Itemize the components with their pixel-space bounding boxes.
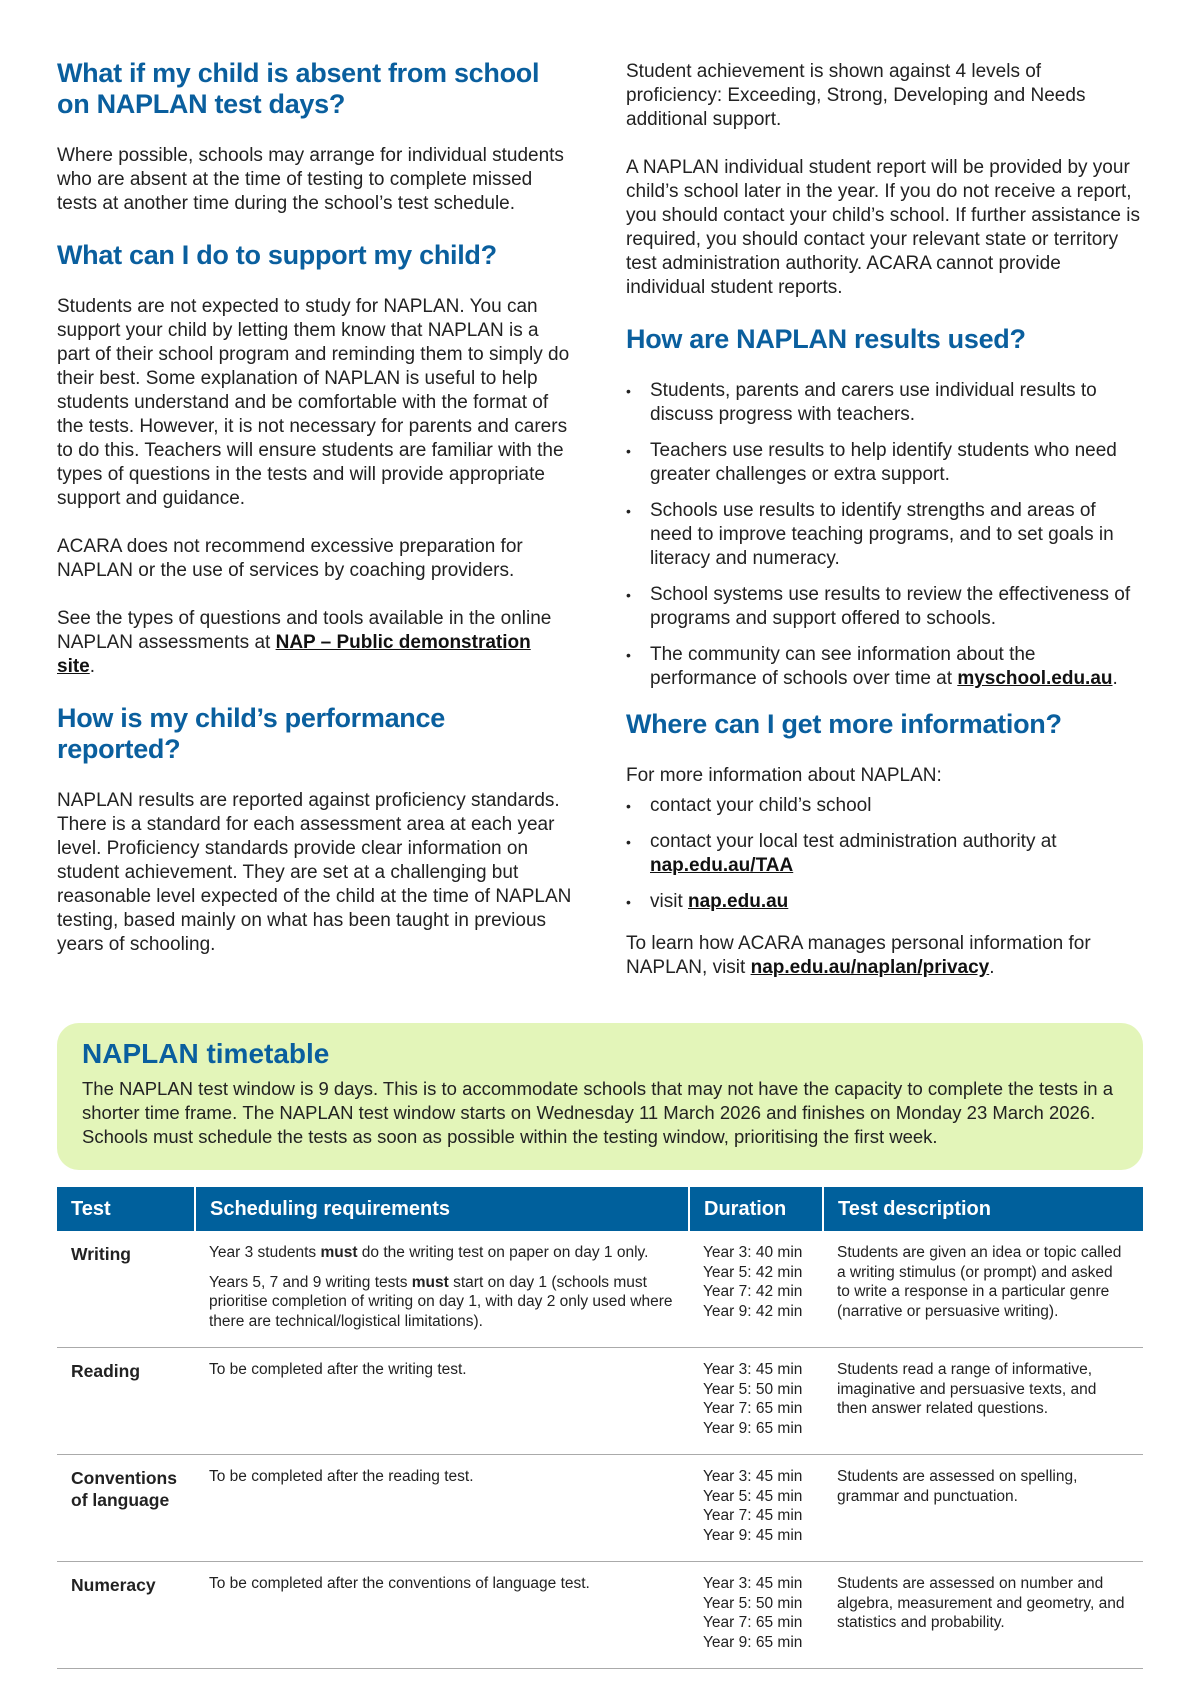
duration-line: Year 5: 42 min bbox=[703, 1263, 803, 1281]
list-item: contact your child’s school bbox=[626, 794, 1141, 818]
table-row: Conventions of language To be completed … bbox=[57, 1454, 1143, 1562]
heading-results-used: How are NAPLAN results used? bbox=[626, 324, 1026, 354]
text: See the types of questions and tools ava… bbox=[57, 608, 552, 653]
duration-line: Year 9: 65 min bbox=[703, 1419, 803, 1437]
right-column: Student achievement is shown against 4 l… bbox=[626, 60, 1141, 1004]
list-item: The community can see information about … bbox=[626, 643, 1141, 691]
timetable-text: The NAPLAN test window is 9 days. This i… bbox=[82, 1077, 1118, 1149]
list-item: Schools use results to identify strength… bbox=[626, 499, 1141, 571]
test-name: Reading bbox=[57, 1347, 195, 1455]
paragraph: See the types of questions and tools ava… bbox=[57, 607, 572, 679]
description: Students are assessed on number and alge… bbox=[823, 1561, 1143, 1669]
scheduling: To be completed after the writing test. bbox=[195, 1347, 689, 1455]
info-list: contact your child’s school contact your… bbox=[626, 794, 1141, 914]
duration-line: Year 7: 42 min bbox=[703, 1283, 803, 1300]
heading-support: What can I do to support my child? bbox=[57, 240, 497, 270]
text-bold: must bbox=[320, 1244, 358, 1261]
header-description: Test description bbox=[822, 1187, 1143, 1231]
paragraph: Student achievement is shown against 4 l… bbox=[626, 61, 1086, 130]
duration: Year 3: 45 min Year 5: 50 min Year 7: 65 m… bbox=[689, 1347, 823, 1455]
list-item: Teachers use results to help identify st… bbox=[626, 439, 1141, 487]
timetable-table: Test Scheduling requirements Duration Te… bbox=[57, 1187, 1143, 1669]
duration-line: Year 3: 45 min bbox=[703, 1468, 803, 1485]
taa-link[interactable]: nap.edu.au/TAA bbox=[650, 855, 794, 876]
duration-line: Year 7: 45 min bbox=[703, 1507, 803, 1524]
heading-reported: How is my child’s performance reported? bbox=[57, 703, 445, 764]
duration: Year 3: 40 min Year 5: 42 min Year 7: 42 m… bbox=[689, 1231, 823, 1348]
table-header: Test Scheduling requirements Duration Te… bbox=[57, 1187, 1143, 1231]
table-row: Numeracy To be completed after the conve… bbox=[57, 1561, 1143, 1669]
text: Year 3 students bbox=[209, 1244, 321, 1261]
duration-line: Year 5: 45 min bbox=[703, 1487, 803, 1505]
duration-line: Year 9: 45 min bbox=[703, 1526, 803, 1544]
text: The NAPLAN test window is 9 days. This i… bbox=[82, 1078, 1114, 1123]
duration: Year 3: 45 min Year 5: 45 min Year 7: 45 m… bbox=[689, 1454, 823, 1562]
text: Year 3 students must do the writing test… bbox=[209, 1243, 675, 1263]
scheduling: Year 3 students must do the writing test… bbox=[195, 1231, 689, 1348]
timetable-box: NAPLAN timetable The NAPLAN test window … bbox=[57, 1023, 1143, 1170]
description: Students are given an idea or topic call… bbox=[823, 1231, 1143, 1348]
timetable-title: NAPLAN timetable bbox=[82, 1038, 330, 1069]
heading-more-info: Where can I get more information? bbox=[626, 709, 1062, 739]
duration-line: Year 5: 50 min bbox=[703, 1380, 803, 1398]
description: Students read a range of informative, im… bbox=[823, 1347, 1143, 1455]
test-name: Conventions of language bbox=[57, 1454, 195, 1562]
text: Schools bbox=[82, 1126, 153, 1147]
list-item: contact your local test administration a… bbox=[626, 830, 1141, 878]
paragraph: A NAPLAN individual student report will … bbox=[626, 157, 1140, 298]
paragraph: NAPLAN results are reported against prof… bbox=[57, 790, 572, 955]
duration-line: Year 9: 42 min bbox=[703, 1302, 803, 1320]
list-item: School systems use results to review the… bbox=[626, 583, 1141, 631]
duration-line: Year 7: 65 min bbox=[703, 1400, 803, 1417]
duration-line: Year 3: 45 min bbox=[703, 1575, 803, 1592]
myschool-link[interactable]: myschool.edu.au bbox=[957, 668, 1113, 689]
nap-demo-link[interactable]: NAP – Public demonstration site bbox=[57, 632, 531, 677]
text: To learn how ACARA manages personal info… bbox=[626, 933, 1091, 978]
text-bold: must bbox=[152, 1126, 194, 1147]
nap-link[interactable]: nap.edu.au bbox=[688, 891, 789, 912]
header-test: Test bbox=[57, 1187, 195, 1231]
table-row: Writing Year 3 students must do the writ… bbox=[57, 1231, 1143, 1348]
text: visit bbox=[650, 891, 688, 912]
duration-line: Year 9: 65 min bbox=[703, 1633, 803, 1651]
duration: Year 3: 45 min Year 5: 50 min Year 7: 65 m… bbox=[689, 1561, 823, 1669]
heading-absent: What if my child is absent from school o… bbox=[57, 58, 540, 119]
text-bold: The NAPLAN test window starts on Wednesd… bbox=[242, 1102, 1096, 1123]
test-name: Numeracy bbox=[57, 1561, 195, 1669]
results-list: Students, parents and carers use individ… bbox=[626, 379, 1141, 691]
table-row: Reading To be completed after the writin… bbox=[57, 1347, 1143, 1455]
text: . bbox=[989, 957, 995, 978]
test-name: Writing bbox=[57, 1231, 195, 1348]
text: The community can see information about … bbox=[650, 644, 1036, 689]
scheduling: To be completed after the conventions of… bbox=[195, 1561, 689, 1669]
text: do the writing test on paper on day 1 on… bbox=[357, 1244, 649, 1261]
duration-line: Year 3: 45 min bbox=[703, 1361, 803, 1378]
left-column: What if my child is absent from school o… bbox=[57, 58, 572, 981]
text: . bbox=[89, 656, 96, 677]
paragraph: Where possible, schools may arrange for … bbox=[57, 145, 564, 214]
text: contact your local test administration a… bbox=[650, 831, 1057, 852]
text-bold: must bbox=[411, 1273, 449, 1291]
paragraph: ACARA does not recommend excessive prepa… bbox=[57, 536, 523, 581]
list-item: Students, parents and carers use individ… bbox=[626, 379, 1141, 427]
description: Students are assessed on spelling, gramm… bbox=[823, 1454, 1143, 1562]
text: Years 5, 7 and 9 writing tests must star… bbox=[209, 1273, 675, 1332]
paragraph: Students are not expected to study for N… bbox=[57, 296, 570, 509]
privacy-link[interactable]: nap.edu.au/naplan/privacy bbox=[750, 957, 990, 978]
header-duration: Duration bbox=[688, 1187, 823, 1231]
text: Years 5, 7 and 9 writing tests bbox=[209, 1273, 412, 1291]
paragraph: To learn how ACARA manages personal info… bbox=[626, 932, 1141, 980]
list-item: visit nap.edu.au bbox=[626, 890, 1141, 914]
duration-line: Year 5: 50 min bbox=[703, 1594, 803, 1612]
duration-line: Year 7: 65 min bbox=[703, 1614, 803, 1631]
duration-line: Year 3: 40 min bbox=[703, 1244, 803, 1261]
paragraph: For more information about NAPLAN: bbox=[626, 765, 942, 786]
scheduling: To be completed after the reading test. bbox=[195, 1454, 689, 1562]
text: start on day 1 (schools must prioritise … bbox=[209, 1273, 673, 1330]
text: schedule the tests as soon as possible w… bbox=[193, 1126, 938, 1147]
header-scheduling: Scheduling requirements bbox=[194, 1187, 689, 1231]
